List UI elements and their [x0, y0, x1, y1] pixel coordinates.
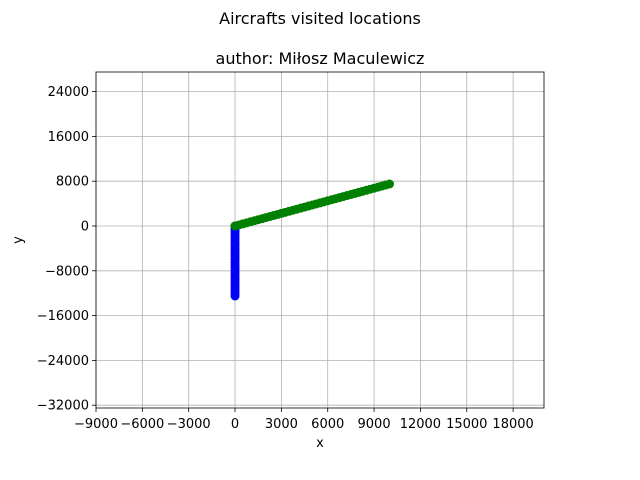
x-tick-label: 18000: [492, 417, 533, 432]
y-axis-label: y: [11, 236, 26, 244]
x-tick-label: −6000: [120, 417, 164, 432]
x-tick-label: 15000: [446, 417, 487, 432]
x-tick-label: −3000: [167, 417, 211, 432]
y-tick-label: −16000: [37, 309, 89, 324]
x-tick-label: −9000: [74, 417, 118, 432]
plot-frame: [95, 71, 545, 409]
data-point: [385, 179, 395, 189]
y-tick-label: 0: [81, 220, 89, 235]
chart-title: Aircrafts visited locations: [219, 9, 421, 28]
x-axis: −9000 −6000 −3000 0 3000 6000 9000 12000 15000 18…: [74, 408, 534, 432]
y-tick-label: 8000: [56, 175, 89, 190]
series-0: [230, 221, 240, 301]
x-tick-label: 9000: [358, 417, 391, 432]
y-tick-label: −8000: [45, 264, 89, 279]
y-tick-label: 24000: [48, 85, 89, 100]
x-tick-label: 3000: [265, 417, 298, 432]
series-1: [230, 179, 395, 231]
grid: [95, 72, 544, 408]
y-axis: −32000 −24000 −16000 −8000 0 8000 16000 24000: [37, 85, 96, 414]
x-tick-label: 6000: [311, 417, 344, 432]
y-tick-label: 16000: [48, 130, 89, 145]
y-tick-label: −24000: [37, 354, 89, 369]
y-tick-label: −32000: [37, 399, 89, 414]
chart-subtitle: author: Miłosz Maculewicz: [216, 49, 425, 68]
data-point: [230, 291, 240, 301]
data-points: [230, 179, 395, 301]
x-axis-label: x: [316, 436, 324, 451]
x-tick-label: 0: [231, 417, 239, 432]
x-tick-label: 12000: [400, 417, 441, 432]
